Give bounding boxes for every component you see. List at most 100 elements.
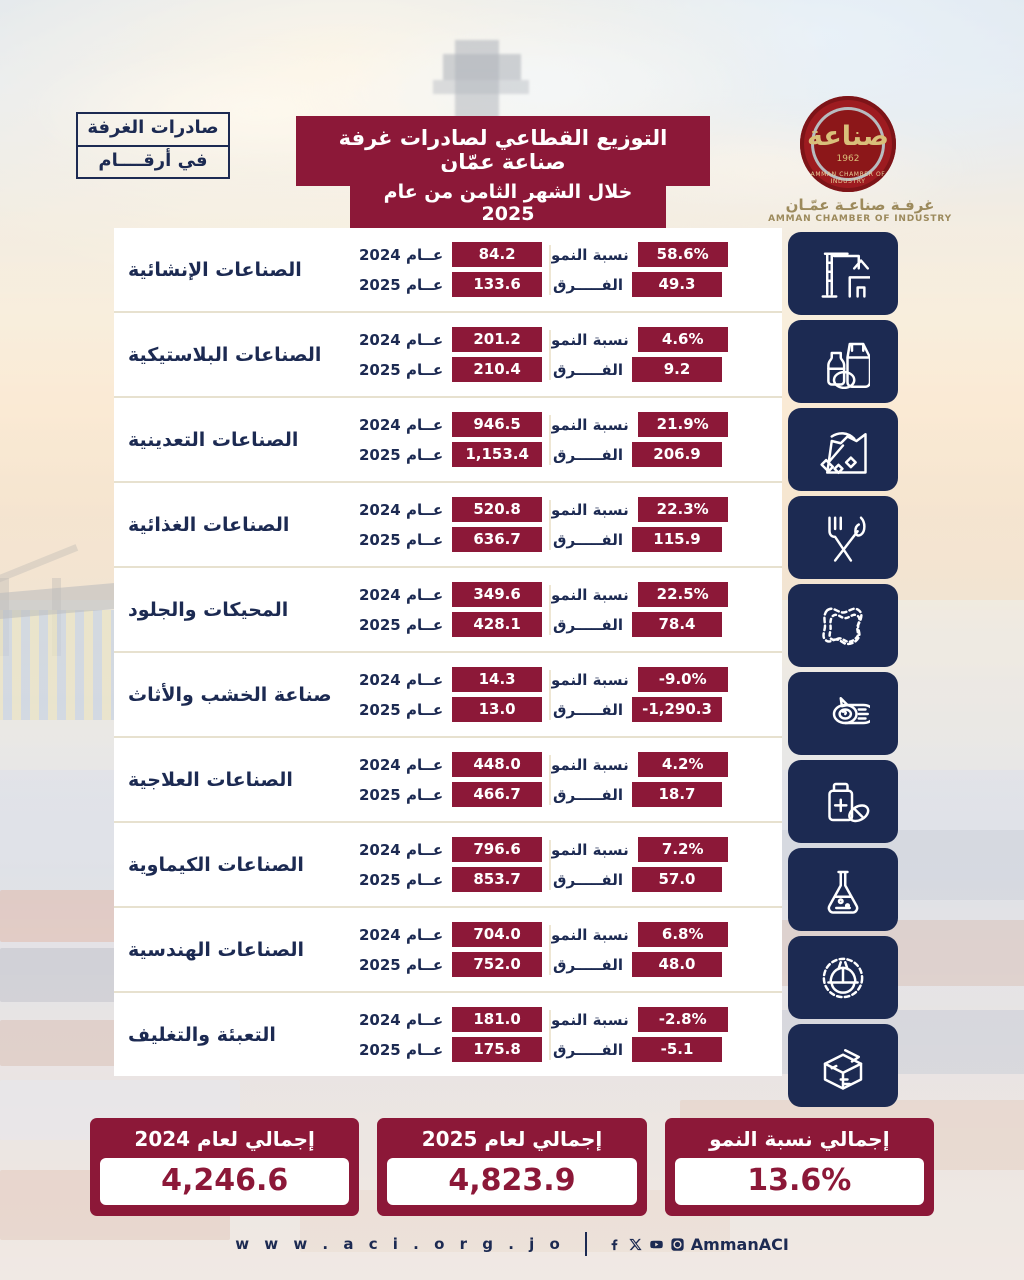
- totals-bar: إجمالي لعام 2024 4,246.6 إجمالي لعام 2025 4…: [90, 1118, 934, 1216]
- growth-rate-value: 21.9%: [637, 412, 728, 437]
- year-2025-value: 133.6: [452, 272, 543, 297]
- facebook-icon[interactable]: [607, 1237, 622, 1252]
- column-divider: [549, 924, 551, 975]
- difference-label: الفـــــرق: [553, 275, 623, 294]
- website-url[interactable]: w w w . a c i . o r g . j o: [235, 1235, 565, 1253]
- difference-value: 49.3: [632, 272, 722, 297]
- year-2025-pair: 175.8 عــام 2025: [359, 1037, 543, 1062]
- difference-pair: 78.4 الفـــــرق: [551, 612, 722, 637]
- growth-rate-label: نسبة النمو: [551, 585, 629, 604]
- youtube-icon[interactable]: [649, 1237, 664, 1252]
- growth-rate-value: 7.2%: [637, 837, 728, 862]
- growth-rate-value: -2.8%: [637, 1007, 728, 1032]
- year-2025-label: عــام 2025: [359, 360, 444, 379]
- year-2024-pair: 181.0 عــام 2024: [359, 1007, 543, 1032]
- year-2024-value: 520.8: [452, 497, 543, 522]
- year-2025-pair: 636.7 عــام 2025: [359, 527, 543, 552]
- growth-column: 22.5% نسبة النمو 78.4 الفـــــرق: [551, 582, 782, 637]
- year-2024-label: عــام 2024: [359, 840, 444, 859]
- badge-line-1: صادرات الغرفة: [78, 114, 228, 147]
- sector-name: الصناعات الهندسية: [128, 938, 304, 961]
- column-divider: [549, 329, 551, 380]
- footer-divider: [584, 1232, 587, 1256]
- difference-label: الفـــــرق: [553, 785, 623, 804]
- growth-rate-value: 58.6%: [637, 242, 728, 267]
- striped-warehouse: [0, 610, 120, 720]
- growth-rate-value: -9.0%: [637, 667, 728, 692]
- years-column: 946.5 عــام 2024 1,153.4 عــام 2025: [353, 412, 549, 467]
- growth-column: 58.6% نسبة النمو 49.3 الفـــــرق: [551, 242, 782, 297]
- years-column: 14.3 عــام 2024 13.0 عــام 2025: [353, 667, 549, 722]
- total-label: إجمالي لعام 2024: [134, 1127, 315, 1151]
- growth-rate-pair: 21.9% نسبة النمو: [551, 412, 728, 437]
- difference-label: الفـــــرق: [553, 615, 623, 634]
- total-value: 4,246.6: [100, 1158, 350, 1205]
- difference-label: الفـــــرق: [553, 1040, 623, 1059]
- logo-inner-circle: [811, 107, 885, 181]
- growth-rate-label: نسبة النمو: [551, 1010, 629, 1029]
- sector-rows: 58.6% نسبة النمو 49.3 الفـــــرق 84.2 عــام 2…: [114, 228, 782, 1076]
- table-row: 4.2% نسبة النمو 18.7 الفـــــرق 448.0 عــام 2…: [114, 738, 782, 823]
- difference-value: 206.9: [632, 442, 722, 467]
- growth-rate-pair: 58.6% نسبة النمو: [551, 242, 728, 267]
- years-column: 520.8 عــام 2024 636.7 عــام 2025: [353, 497, 549, 552]
- column-divider: [549, 244, 551, 295]
- sector-name: المحيكات والجلود: [128, 598, 289, 621]
- growth-rate-value: 4.6%: [637, 327, 728, 352]
- years-column: 201.2 عــام 2024 210.4 عــام 2025: [353, 327, 549, 382]
- growth-rate-label: نسبة النمو: [551, 925, 629, 944]
- hardhat-gear-icon: [822, 957, 864, 998]
- sector-name: الصناعات الإنشائية: [128, 258, 302, 281]
- year-2025-value: 853.7: [452, 867, 543, 892]
- year-2024-pair: 704.0 عــام 2024: [359, 922, 543, 947]
- difference-pair: 206.9 الفـــــرق: [551, 442, 722, 467]
- difference-pair: 9.2 الفـــــرق: [551, 357, 722, 382]
- logo-arc-text: AMMAN CHAMBER OF INDUSTRY: [810, 171, 886, 185]
- total-card: إجمالي لعام 2024 4,246.6: [90, 1118, 360, 1216]
- social-handle[interactable]: AmmanACI: [690, 1234, 789, 1254]
- year-2024-value: 796.6: [452, 837, 543, 862]
- table-row: 22.5% نسبة النمو 78.4 الفـــــرق 349.6 عــام …: [114, 568, 782, 653]
- fork-spoon-icon: [828, 516, 866, 562]
- growth-column: 4.2% نسبة النمو 18.7 الفـــــرق: [551, 752, 782, 807]
- growth-rate-pair: 6.8% نسبة النمو: [551, 922, 728, 947]
- year-2025-label: عــام 2025: [359, 785, 444, 804]
- sector-icon-tile: [788, 496, 898, 579]
- sector-icon-tile: [788, 760, 898, 843]
- years-column: 704.0 عــام 2024 752.0 عــام 2025: [353, 922, 549, 977]
- growth-column: 6.8% نسبة النمو 48.0 الفـــــرق: [551, 922, 782, 977]
- year-2025-label: عــام 2025: [359, 445, 444, 464]
- table-row: 58.6% نسبة النمو 49.3 الفـــــرق 84.2 عــام 2…: [114, 228, 782, 313]
- social-links[interactable]: AmmanACI: [607, 1235, 789, 1254]
- exports-in-numbers-badge: صادرات الغرفة في أرقــــام: [76, 112, 230, 179]
- difference-value: -1,290.3: [632, 697, 722, 722]
- total-card: إجمالي نسبة النمو 13.6%: [664, 1118, 934, 1216]
- growth-rate-pair: -2.8% نسبة النمو: [551, 1007, 728, 1032]
- x-twitter-icon[interactable]: [628, 1237, 643, 1252]
- year-2025-pair: 210.4 عــام 2025: [359, 357, 543, 382]
- year-2025-label: عــام 2025: [359, 530, 444, 549]
- year-2024-pair: 946.5 عــام 2024: [359, 412, 543, 437]
- year-2024-pair: 520.8 عــام 2024: [359, 497, 543, 522]
- growth-rate-label: نسبة النمو: [551, 500, 629, 519]
- growth-rate-pair: 22.3% نسبة النمو: [551, 497, 728, 522]
- year-2024-pair: 84.2 عــام 2024: [359, 242, 543, 267]
- sector-icon-tile: [788, 672, 898, 755]
- instagram-icon[interactable]: [670, 1237, 685, 1252]
- difference-value: 57.0: [632, 867, 722, 892]
- sector-icon-tiles: [788, 232, 898, 1112]
- year-2025-pair: 133.6 عــام 2025: [359, 272, 543, 297]
- total-value: 13.6%: [674, 1158, 924, 1205]
- difference-value: 115.9: [632, 527, 722, 552]
- difference-pair: -5.1 الفـــــرق: [551, 1037, 722, 1062]
- year-2024-value: 349.6: [452, 582, 543, 607]
- year-2025-pair: 428.1 عــام 2025: [359, 612, 543, 637]
- year-2024-label: عــام 2024: [359, 925, 444, 944]
- growth-column: 7.2% نسبة النمو 57.0 الفـــــرق: [551, 837, 782, 892]
- difference-pair: 49.3 الفـــــرق: [551, 272, 722, 297]
- year-2024-pair: 14.3 عــام 2024: [359, 667, 543, 692]
- growth-column: 4.6% نسبة النمو 9.2 الفـــــرق: [551, 327, 782, 382]
- total-card: إجمالي لعام 2025 4,823.9: [377, 1118, 647, 1216]
- sector-icon-tile: [788, 584, 898, 667]
- year-2025-pair: 13.0 عــام 2025: [359, 697, 543, 722]
